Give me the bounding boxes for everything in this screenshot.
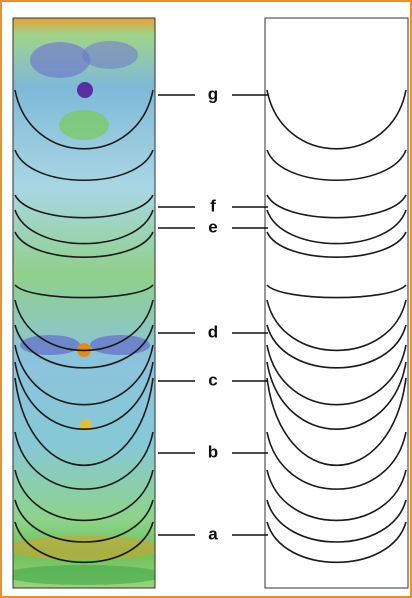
colored-panel	[4, 18, 164, 588]
zone-label: f	[210, 196, 216, 215]
figure: g fe d c b a	[0, 0, 412, 598]
zone-label: a	[208, 524, 218, 543]
zone-label: d	[208, 322, 218, 341]
zone-label: e	[208, 217, 217, 236]
zone-label: c	[208, 370, 217, 389]
zone-label: g	[208, 84, 218, 103]
zone-label: b	[208, 442, 218, 461]
